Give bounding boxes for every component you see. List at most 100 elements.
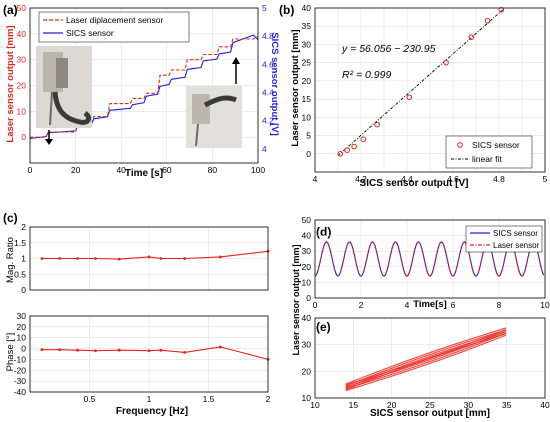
chart-c2-point-8 bbox=[219, 345, 222, 349]
chart-b-xlabel: SICS sensor output [V] bbox=[360, 178, 469, 189]
chart-e-loop-7 bbox=[345, 327, 507, 385]
chart-a-y2tick-3: 4.6 bbox=[262, 59, 274, 69]
chart-a-ytick-1: 10 bbox=[17, 106, 27, 116]
chart-e-ytick-1: 20 bbox=[302, 366, 312, 376]
chart-b-ytick-6: 30 bbox=[302, 39, 312, 49]
chart-c2-ytick-1: -30 bbox=[14, 376, 27, 386]
chart-a-legend-sics: SICS sensor bbox=[66, 28, 114, 38]
chart-c1-point-7 bbox=[183, 257, 187, 260]
chart-c1-point-0 bbox=[40, 257, 44, 260]
chart-a-xtick-4: 80 bbox=[208, 165, 218, 175]
chart-a-frame bbox=[29, 7, 259, 164]
chart-e-loop-4 bbox=[345, 330, 507, 388]
chart-e-xtick-6: 40 bbox=[540, 400, 550, 410]
chart-c2-xtick-1: 0.5 bbox=[84, 394, 96, 404]
panel-label-c: (c) bbox=[3, 211, 18, 225]
photo-sensor-relaxed bbox=[36, 46, 92, 128]
chart-e-xtick-2: 20 bbox=[387, 400, 397, 410]
chart-a-y2tick-5: 5 bbox=[262, 3, 267, 13]
chart-e: SICS sensor output [mm] bbox=[370, 408, 490, 419]
chart-c2-xtick-2: 1 bbox=[147, 394, 152, 404]
chart-e-xlabel: SICS sensor output [mm] bbox=[370, 408, 490, 419]
chart-d-xtick-3: 6 bbox=[451, 300, 456, 310]
photo-sensor-bent bbox=[186, 86, 242, 148]
chart-d-series-0 bbox=[314, 241, 545, 277]
chart-c: Mag. Ratio Phase [°] Frequency [Hz] bbox=[5, 237, 188, 417]
chart-e-loop-5 bbox=[345, 329, 507, 387]
chart-b-ytick-5: 25 bbox=[302, 58, 312, 68]
chart-d-xtick-0: 0 bbox=[313, 300, 318, 310]
chart-a-y2label: SICS sensor output [V] bbox=[269, 32, 280, 135]
chart-d-xlabel: Time[s] bbox=[413, 299, 447, 310]
chart-c1-series bbox=[41, 250, 269, 260]
chart-b: SICS sensor output [V] Laser sensor outp… bbox=[290, 29, 468, 189]
chart-b-point-9 bbox=[498, 7, 505, 13]
chart-c1-ytick-2: 1 bbox=[21, 254, 26, 264]
chart-d-xtick-4: 8 bbox=[497, 300, 502, 310]
chart-b-ytick-1: 5 bbox=[306, 131, 311, 141]
chart-e-ytick-3: 40 bbox=[302, 313, 312, 323]
chart-b-xtick-8: 4.8 bbox=[493, 174, 505, 184]
chart-c1-ytick-1: 0.5 bbox=[14, 269, 26, 279]
chart-c2-ytick-7: 30 bbox=[17, 311, 27, 321]
chart-e-ytick-2: 30 bbox=[302, 340, 312, 350]
chart-c1-point-1 bbox=[58, 257, 62, 260]
chart-b-ytick-7: 35 bbox=[302, 21, 312, 31]
chart-e-frame bbox=[314, 317, 546, 399]
chart-a-xtick-3: 60 bbox=[162, 165, 172, 175]
chart-e-xtick-5: 35 bbox=[502, 400, 512, 410]
chart-b-point-7 bbox=[468, 34, 475, 40]
chart-c1-ytick-4: 2 bbox=[21, 222, 26, 232]
chart-d-xtick-1: 2 bbox=[359, 300, 364, 310]
chart-b-ytick-8: 40 bbox=[302, 3, 312, 13]
chart-a-y2tick-2: 4.4 bbox=[262, 88, 274, 98]
chart-c2-ytick-0: -40 bbox=[14, 387, 27, 397]
chart-e-xtick-4: 30 bbox=[464, 400, 474, 410]
chart-b-ytick-3: 15 bbox=[302, 94, 312, 104]
chart-a-series-laser bbox=[30, 35, 259, 138]
chart-b-xtick-4: 4.4 bbox=[401, 174, 413, 184]
chart-c2-point-3 bbox=[94, 349, 97, 353]
chart-d-frame bbox=[314, 219, 546, 299]
chart-a-ytick-5: 50 bbox=[17, 3, 27, 13]
chart-c1-ytick-3: 1.5 bbox=[14, 238, 26, 248]
chart-b-point-2 bbox=[351, 143, 357, 150]
chart-c2-point-5 bbox=[147, 349, 151, 353]
chart-c1-point-8 bbox=[219, 255, 222, 259]
chart-d-legend-sics: SICS sensor bbox=[493, 229, 538, 238]
chart-d-ytick-4: 40 bbox=[302, 231, 312, 241]
chart-c2-point-7 bbox=[183, 350, 187, 354]
chart-b-point-8 bbox=[484, 17, 491, 24]
chart-c2-ytick-3: -10 bbox=[14, 354, 27, 364]
chart-b-xtick-0: 4 bbox=[313, 174, 318, 184]
arrow-down-icon-head bbox=[45, 139, 53, 145]
chart-d-xtick-2: 4 bbox=[405, 300, 410, 310]
chart-c2-ytick-5: 10 bbox=[17, 333, 27, 343]
chart-c1-point-2 bbox=[76, 257, 79, 260]
chart-a-xtick-1: 20 bbox=[71, 165, 81, 175]
chart-c1-frame bbox=[29, 226, 269, 291]
chart-b-r2: R² = 0.999 bbox=[342, 69, 391, 81]
chart-e-xtick-1: 15 bbox=[349, 400, 359, 410]
chart-a-xtick-5: 100 bbox=[251, 165, 265, 175]
chart-b-equation: y = 56.056 − 230.95 bbox=[341, 43, 436, 55]
chart-c2-point-2 bbox=[76, 348, 79, 352]
chart-c1-ylabel: Mag. Ratio bbox=[5, 237, 16, 283]
chart-b-xtick-10: 5 bbox=[543, 174, 548, 184]
chart-c2-point-4 bbox=[117, 348, 121, 352]
chart-c2-series bbox=[41, 346, 269, 360]
chart-c2-point-1 bbox=[58, 348, 62, 352]
chart-d: Time[s] Laser sensor output [mm] bbox=[291, 244, 447, 355]
chart-b-legend-sics: SICS sensor bbox=[472, 140, 520, 150]
panel-label-b: (b) bbox=[279, 3, 294, 17]
panel-label-d: (d) bbox=[316, 225, 331, 239]
chart-a-ytick-0: 0 bbox=[21, 132, 26, 142]
chart-b-xtick-6: 4.6 bbox=[447, 174, 459, 184]
chart-c1-point-3 bbox=[94, 257, 97, 260]
chart-a-xtick-0: 0 bbox=[28, 165, 33, 175]
chart-a-legend-laser: Laser diplacement sensor bbox=[66, 15, 164, 25]
chart-a-y2tick-1: 4.2 bbox=[262, 116, 274, 126]
chart-c2-ylabel: Phase [°] bbox=[5, 333, 16, 372]
chart-b-point-0 bbox=[337, 150, 344, 157]
chart-c2-xtick-3: 1.5 bbox=[203, 394, 215, 404]
